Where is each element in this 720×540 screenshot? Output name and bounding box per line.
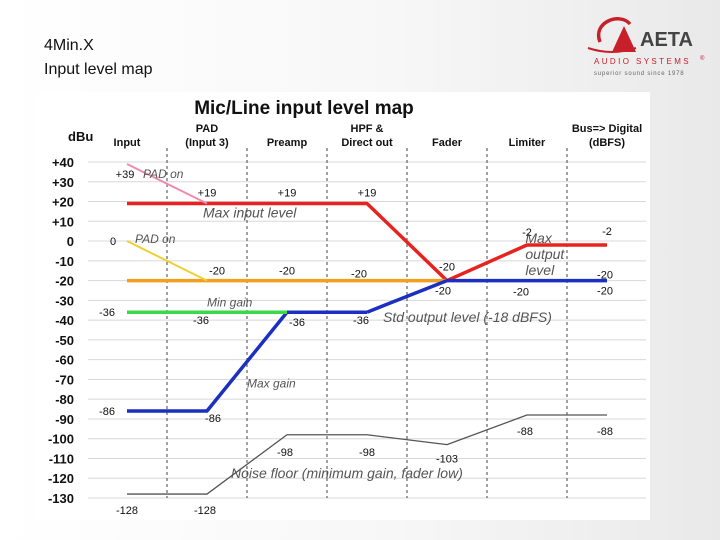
point-label: -20 <box>597 270 613 282</box>
grid-layer <box>88 148 646 499</box>
y-tick-label: -90 <box>55 412 74 427</box>
logo-line: AUDIO SYSTEMS <box>594 57 691 66</box>
point-label: -20 <box>279 266 295 278</box>
aeta-logo: AETA AUDIO SYSTEMS ® superior sound sinc… <box>586 12 712 82</box>
y-tick-label: -20 <box>55 274 74 289</box>
y-tick-label: -80 <box>55 392 74 407</box>
point-label: -36 <box>353 315 369 327</box>
point-label: -103 <box>436 454 458 466</box>
y-tick-label: +20 <box>52 195 74 210</box>
point-label: 0 <box>110 236 116 248</box>
slide-title: 4Min.X Input level map <box>44 34 153 82</box>
y-tick-label: -120 <box>48 471 74 486</box>
y-tick-label: 0 <box>67 234 74 249</box>
annotation-label: Noise floor (minimum gain, fader low) <box>231 465 463 481</box>
point-label: -128 <box>194 505 216 517</box>
point-label: -20 <box>513 287 529 299</box>
point-label: -2 <box>522 227 532 239</box>
point-label: +39 <box>116 169 135 181</box>
point-label: +19 <box>358 188 377 200</box>
point-label: -86 <box>99 406 115 418</box>
aeta-logo-graphic: AETA AUDIO SYSTEMS ® superior sound sinc… <box>587 17 705 77</box>
logo-swirl-icon <box>587 17 637 53</box>
series-line-maxgain <box>127 310 367 413</box>
point-label: +19 <box>198 188 217 200</box>
annotation-label: Max input level <box>203 204 297 220</box>
point-label: -88 <box>517 426 533 438</box>
x-category-label: Direct out <box>341 137 393 149</box>
slide-title-line1: 4Min.X <box>44 37 94 54</box>
point-label: -86 <box>205 413 221 425</box>
x-category-label: HPF & <box>351 123 384 135</box>
y-tick-label: -130 <box>48 491 74 506</box>
y-tick-label: +30 <box>52 175 74 190</box>
point-label: +19 <box>278 188 297 200</box>
y-axis-label: dBu <box>68 129 93 144</box>
point-label: -98 <box>359 447 375 459</box>
y-tick-label: -60 <box>55 353 74 368</box>
point-label: -2 <box>602 226 612 238</box>
x-category-label: Preamp <box>267 137 308 149</box>
x-category-label: Input <box>114 137 141 149</box>
y-tick-label: -70 <box>55 372 74 387</box>
point-label: -20 <box>439 262 455 274</box>
annotation-label: output <box>525 246 565 262</box>
series-layer <box>126 163 607 495</box>
annotation-label: level <box>525 262 555 278</box>
series-line-noise <box>127 414 607 495</box>
logo-reg: ® <box>700 55 705 62</box>
annotation-label: PAD on <box>135 232 176 246</box>
y-tick-label: +40 <box>52 155 74 170</box>
x-category-label: Limiter <box>509 137 546 149</box>
series-line-minout <box>366 278 607 314</box>
x-category-label: Fader <box>432 137 463 149</box>
annotation-label: Min gain <box>207 295 253 309</box>
point-label: -128 <box>116 505 138 517</box>
series-line-pad_hi <box>126 163 208 205</box>
point-label: -36 <box>289 317 305 329</box>
annotation-label: PAD on <box>143 167 184 181</box>
point-label: -20 <box>209 266 225 278</box>
point-label: -20 <box>435 286 451 298</box>
annotation-label: Max <box>525 230 552 246</box>
y-tick-label: -10 <box>55 254 74 269</box>
y-tick-label: -100 <box>48 432 74 447</box>
point-label: -36 <box>99 307 115 319</box>
chart-panel: +40 +30 +20 +10 0 -10 -20 -30 -40 -50 -60 -70 -80 -90… <box>36 92 650 520</box>
x-category-label: PAD <box>196 123 218 135</box>
x-category-label: (dBFS) <box>589 137 625 149</box>
point-label: -20 <box>597 286 613 298</box>
point-label: -36 <box>193 315 209 327</box>
level-map-chart: +40+30+20+100-10-20-30-40-50-60-70-80-90… <box>48 98 646 517</box>
y-tick-label: -40 <box>55 313 74 328</box>
point-label: -88 <box>597 426 613 438</box>
slide-title-line2: Input level map <box>44 61 153 78</box>
y-tick-label: -50 <box>55 333 74 348</box>
series-line-pad_lo <box>126 240 208 282</box>
chart-title: Mic/Line input level map <box>194 98 414 119</box>
point-label: -98 <box>277 447 293 459</box>
logo-name: AETA <box>640 29 693 51</box>
logo-tagline: superior sound since 1978 <box>594 71 684 77</box>
y-tick-label: +10 <box>52 214 74 229</box>
x-category-label: Bus=> Digital <box>572 123 642 135</box>
y-tick-label: -30 <box>55 293 74 308</box>
x-category-label: (Input 3) <box>185 137 229 149</box>
annotation-label: Std output level (-18 dBFS) <box>383 309 552 325</box>
point-label: -20 <box>351 269 367 281</box>
text-layer: +40+30+20+100-10-20-30-40-50-60-70-80-90… <box>48 123 642 517</box>
annotation-label: Max gain <box>247 376 296 390</box>
series-line-max <box>127 201 607 283</box>
y-tick-label: -110 <box>49 451 74 466</box>
